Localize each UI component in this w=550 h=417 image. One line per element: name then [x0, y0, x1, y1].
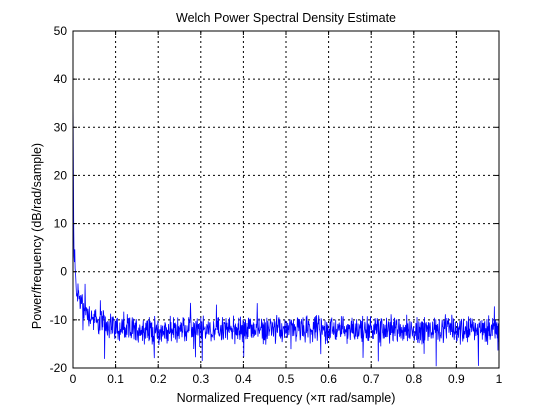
x-tick-label: 0 [70, 372, 77, 386]
x-tick-label: 0.6 [320, 372, 337, 386]
y-tick-label: -10 [50, 313, 68, 327]
data-layer [72, 88, 500, 367]
x-tick-label: 0.8 [405, 372, 422, 386]
x-tick-label: 0.5 [278, 372, 295, 386]
y-tick-label: 20 [54, 168, 68, 182]
grid [73, 31, 499, 368]
x-tick-label: 0.7 [363, 372, 380, 386]
y-tick-label: -20 [50, 361, 68, 375]
x-tick-label: 0.9 [448, 372, 465, 386]
psd-series-line [72, 88, 500, 367]
y-tick-label: 40 [54, 72, 68, 86]
y-tick-label: 50 [54, 24, 68, 38]
x-tick-label: 1 [496, 372, 503, 386]
y-tick-label: 30 [54, 120, 68, 134]
x-tick-label: 0.2 [150, 372, 167, 386]
x-axis-label: Normalized Frequency (×π rad/sample) [177, 391, 396, 405]
x-tick-label: 0.1 [107, 372, 124, 386]
y-tick-label: 10 [54, 217, 68, 231]
x-tick-label: 0.3 [192, 372, 209, 386]
x-tick-label: 0.4 [235, 372, 252, 386]
y-axis-label: Power/frequency (dB/rad/sample) [30, 143, 44, 329]
y-tick-label: 0 [60, 265, 67, 279]
chart-title: Welch Power Spectral Density Estimate [176, 11, 396, 25]
ticks: 0 0.1 0.2 0.3 0.4 0.5 0.6 0.7 0.8 0.9 1 -20 -10 0 10 20… [50, 24, 503, 386]
